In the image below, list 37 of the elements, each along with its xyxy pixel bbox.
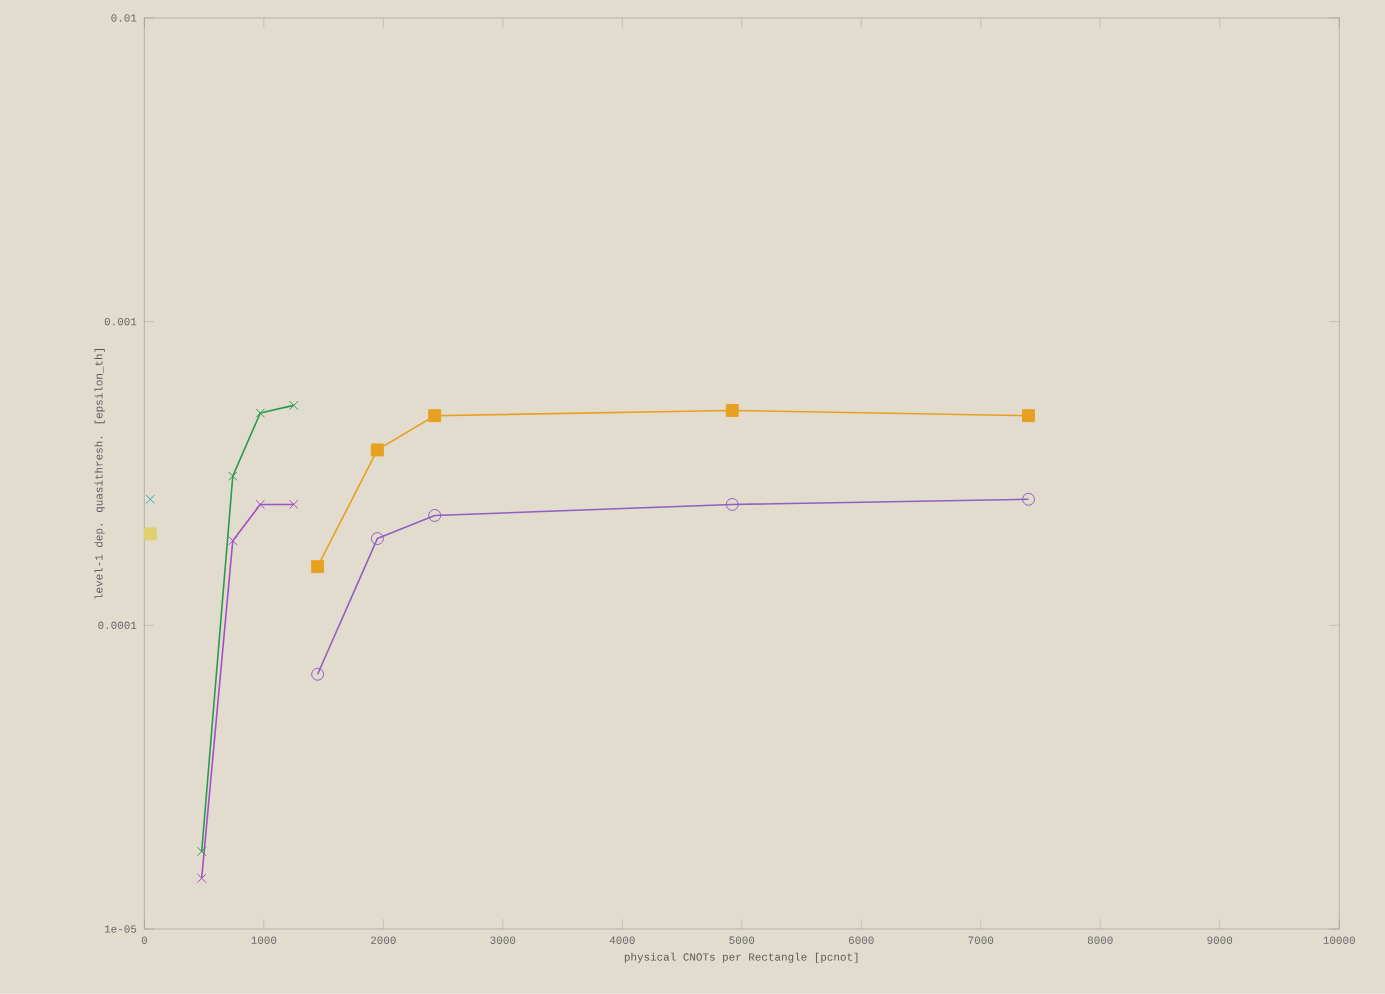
point (725, 498, 739, 512)
point (145, 494, 156, 505)
y-tick-label: 0.001 (104, 318, 137, 326)
point (255, 499, 265, 510)
x-tick-label: 5000 (729, 936, 755, 945)
point (228, 536, 238, 546)
x-tick-label: 4000 (609, 936, 635, 945)
point (311, 560, 325, 574)
x-tick-label: 6000 (848, 936, 874, 945)
point (370, 443, 384, 457)
point (196, 846, 207, 857)
point (1022, 409, 1036, 423)
point (196, 873, 207, 884)
y-axis-title: level-1 dep. quasithresh. [epsilon_th] (94, 349, 105, 599)
point (228, 471, 238, 481)
y-tick-label: 1e-05 (104, 925, 137, 933)
y-tick-label: 0.0001 (98, 621, 137, 630)
point (311, 667, 325, 681)
point (370, 532, 384, 546)
point (143, 527, 157, 541)
x-tick-label: 2000 (371, 936, 396, 945)
point (725, 404, 739, 418)
x-axis-title: physical CNOTs per Rectangle [pcnot] (624, 952, 858, 963)
point (255, 408, 265, 418)
x-tick-label: 1000 (251, 936, 277, 945)
point (428, 409, 442, 423)
x-tick-label: 10000 (1323, 936, 1355, 945)
point (288, 499, 299, 510)
x-tick-label: 7000 (968, 936, 994, 945)
x-tick-label: 3000 (490, 936, 516, 945)
x-tick-label: 0 (141, 936, 147, 945)
point (1022, 492, 1036, 506)
x-tick-label: 8000 (1087, 936, 1113, 945)
x-tick-label: 9000 (1207, 936, 1233, 945)
y-tick-label: 0.01 (111, 14, 137, 22)
point (428, 509, 442, 523)
point (288, 400, 299, 411)
